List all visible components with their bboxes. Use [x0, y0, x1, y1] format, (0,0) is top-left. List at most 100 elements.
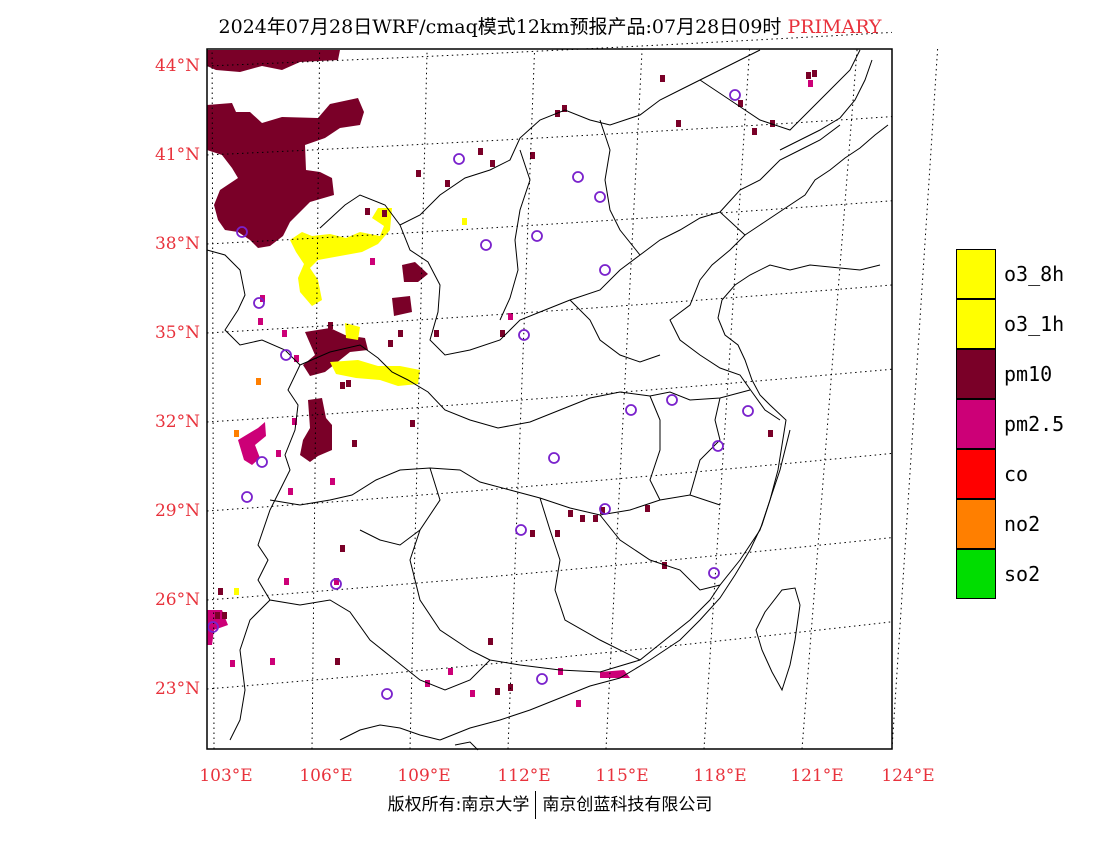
longitude-gridline: [311, 48, 321, 750]
station-marker: [330, 578, 342, 590]
pollutant-cell: [284, 578, 289, 585]
station-marker: [599, 264, 611, 276]
pm10-region-northwest: [207, 98, 364, 248]
o3-region-small: [345, 323, 360, 340]
pollutant-cell: [276, 450, 281, 457]
pollutant-cell: [752, 128, 757, 135]
pollutant-cell: [340, 382, 345, 389]
station-marker: [515, 524, 527, 536]
legend: o3_8h o3_1h pm10 pm2.5 co no2 so2: [956, 248, 1065, 599]
pollutant-cell: [416, 170, 421, 177]
pollutant-cell: [445, 180, 450, 187]
lon-label: 109°E: [397, 766, 450, 786]
pollutant-cell: [660, 75, 665, 82]
station-markers: [207, 89, 754, 700]
longitude-gridline: [507, 48, 536, 750]
lon-label: 112°E: [497, 766, 550, 786]
pollutant-cell: [258, 318, 263, 325]
lat-label: 44°N: [155, 56, 200, 76]
pollutant-cell: [410, 420, 415, 427]
o3-region-central: [330, 360, 420, 386]
pollutant-cell: [555, 530, 560, 537]
pollutant-cell: [645, 505, 650, 512]
pollutant-cell: [230, 660, 235, 667]
pollutant-cell: [495, 688, 500, 695]
legend-item: o3_8h: [956, 248, 1064, 299]
legend-swatch: [956, 548, 996, 599]
o3-region-north: [290, 208, 392, 306]
longitude-gridline: [211, 48, 215, 750]
station-marker: [708, 567, 720, 579]
pollutant-cell: [292, 418, 297, 425]
pollutant-cell: [812, 70, 817, 77]
pollutant-fields: [207, 50, 817, 707]
pm25-region-south: [600, 670, 630, 678]
legend-item: pm10: [956, 348, 1064, 399]
legend-swatch: [956, 498, 996, 549]
latitude-gridline: [206, 537, 893, 601]
lon-label: 121°E: [790, 766, 843, 786]
pollutant-cell: [234, 430, 239, 437]
title-text: 2024年07月28日WRF/cmaq模式12km预报产品:07月28日09时: [218, 16, 782, 38]
legend-label: so2: [1004, 562, 1041, 586]
pollutant-cell: [470, 690, 475, 697]
longitude-gridline: [801, 48, 858, 750]
station-marker: [536, 673, 548, 685]
lat-label: 32°N: [155, 412, 200, 432]
station-marker: [666, 394, 678, 406]
pollutant-cell: [234, 588, 239, 595]
pollutant-cell: [576, 700, 581, 707]
legend-label: pm10: [1004, 362, 1053, 386]
pollutant-cell: [382, 210, 387, 217]
pollutant-cell: [508, 313, 513, 320]
pollutant-cell: [330, 478, 335, 485]
pollutant-cell: [558, 668, 563, 675]
station-marker: [453, 153, 465, 165]
legend-label: no2: [1004, 512, 1041, 536]
station-marker: [712, 440, 724, 452]
pollutant-cell: [738, 100, 743, 107]
pollutant-cell: [770, 120, 775, 127]
pm10-region-top: [207, 50, 340, 72]
pollutant-cell: [398, 330, 403, 337]
pollutant-cell: [335, 658, 340, 665]
pollutant-cell: [388, 340, 393, 347]
pollutant-cell: [490, 160, 495, 167]
pollutant-cell: [256, 378, 261, 385]
taiwan-outline: [755, 587, 801, 692]
pollutant-cell: [215, 612, 220, 619]
station-marker: [599, 503, 611, 515]
latitude-gridline: [206, 621, 893, 690]
graticule: [206, 31, 939, 750]
map-frame: [206, 48, 893, 750]
lat-label: 29°N: [155, 501, 200, 521]
longitude-gridline: [409, 48, 428, 750]
pm10-region-central: [303, 328, 368, 376]
station-marker: [729, 89, 741, 101]
pollutant-cell: [562, 105, 567, 112]
pollutant-cell: [580, 515, 585, 522]
legend-item: so2: [956, 548, 1064, 599]
lat-label: 35°N: [155, 323, 200, 343]
pollutant-cell: [282, 330, 287, 337]
legend-label: co: [1004, 462, 1029, 486]
pm25-region-sichuan: [238, 422, 266, 465]
station-marker: [594, 191, 606, 203]
pollutant-cell: [600, 507, 605, 514]
station-marker: [518, 329, 530, 341]
pollutant-cell: [434, 330, 439, 337]
title-tag: PRIMARY: [787, 16, 882, 38]
pollutant-cell: [662, 562, 667, 569]
pollutant-cell: [806, 72, 811, 79]
pollutant-cell: [530, 152, 535, 159]
lat-label: 38°N: [155, 234, 200, 254]
legend-swatch: [956, 298, 996, 349]
station-marker: [253, 297, 265, 309]
pollutant-cell: [218, 588, 223, 595]
pm10-region-shaanxi: [392, 296, 412, 316]
latitude-gridline: [206, 452, 893, 512]
pollutant-cell: [340, 545, 345, 552]
pollutant-cell: [352, 440, 357, 447]
legend-label: pm2.5: [1004, 412, 1065, 436]
